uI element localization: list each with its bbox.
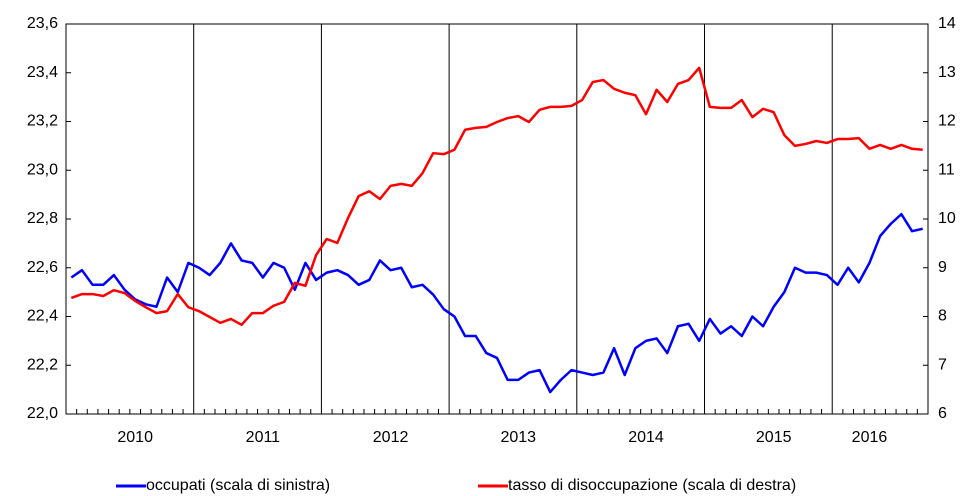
y-tick-label: 23,2 bbox=[27, 113, 58, 130]
x-tick-label: 2015 bbox=[756, 429, 792, 446]
x-tick-label: 2010 bbox=[117, 429, 153, 446]
y-tick-label: 22,2 bbox=[27, 356, 58, 373]
y2-tick-label: 8 bbox=[938, 308, 947, 325]
y2-tick-label: 6 bbox=[938, 405, 947, 422]
plot-frame bbox=[65, 23, 929, 415]
y-tick-label: 23,4 bbox=[27, 64, 58, 81]
y2-tick-label: 11 bbox=[938, 161, 955, 178]
y-tick-label: 22,0 bbox=[27, 405, 58, 422]
y2-tick-label: 14 bbox=[938, 15, 956, 32]
y2-tick-label: 13 bbox=[938, 64, 956, 81]
y2-tick-label: 10 bbox=[938, 210, 956, 227]
y-tick-label: 22,8 bbox=[27, 210, 58, 227]
series-line bbox=[70, 66, 923, 327]
series-line bbox=[70, 212, 923, 394]
x-tick-label: 2011 bbox=[246, 429, 281, 446]
legend-label: occupati (scala di sinistra) bbox=[146, 477, 330, 494]
y-tick-label: 23,6 bbox=[27, 15, 58, 32]
x-tick-label: 2016 bbox=[852, 429, 888, 446]
y-tick-label: 23,0 bbox=[27, 161, 58, 178]
x-tick-label: 2012 bbox=[373, 429, 409, 446]
y2-tick-label: 7 bbox=[938, 356, 947, 373]
x-tick-label: 2013 bbox=[500, 429, 536, 446]
legend-label: tasso di disoccupazione (scala di destra… bbox=[508, 477, 796, 494]
y2-tick-label: 9 bbox=[938, 259, 947, 276]
y-tick-label: 22,6 bbox=[27, 259, 58, 276]
y-tick-label: 22,4 bbox=[27, 308, 58, 325]
y2-tick-label: 12 bbox=[938, 113, 956, 130]
x-tick-label: 2014 bbox=[628, 429, 664, 446]
